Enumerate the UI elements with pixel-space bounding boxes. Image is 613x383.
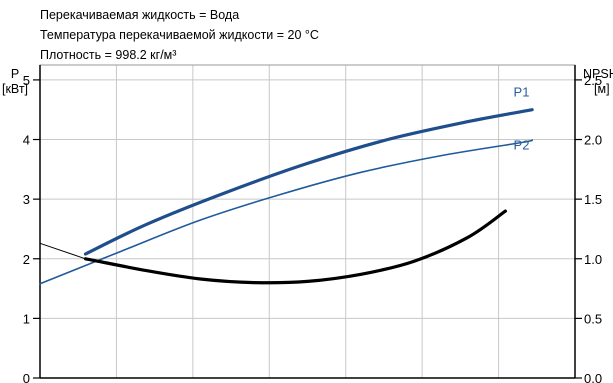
series-line-npsh-thin <box>39 242 86 260</box>
left-axis-title: P <box>11 67 19 81</box>
left-tick-label: 0 <box>23 371 30 383</box>
series-label-p2: P2 <box>514 138 530 153</box>
info-line-liquid: Перекачиваемая жидкость = Вода <box>40 8 240 22</box>
left-tick-label: 3 <box>23 192 30 207</box>
left-tick-label: 4 <box>23 133 30 148</box>
grid-lines <box>40 65 575 378</box>
series-line-p1 <box>83 108 534 256</box>
info-line-temperature: Температура перекачиваемой жидкости = 20… <box>40 28 319 42</box>
left-tick-label: 2 <box>23 252 30 267</box>
right-tick-label: 0.0 <box>584 371 602 383</box>
series-label-p1: P1 <box>514 85 530 100</box>
right-tick-label: 1.5 <box>584 192 602 207</box>
series-line-npsh <box>83 209 507 285</box>
axes: 0 1 2 3 4 5 0.0 0.5 1.0 1.5 2.0 2.5 P[кВт] NPSH[м] <box>2 67 613 383</box>
plot-border <box>39 64 576 379</box>
left-tick-label: 1 <box>23 311 30 326</box>
right-tick-label: 1.0 <box>584 252 602 267</box>
right-tick-label: 2.0 <box>584 133 602 148</box>
plot-frame <box>39 64 576 379</box>
left-tick-label: 5 <box>23 73 30 88</box>
right-tick-label: 0.5 <box>584 311 602 326</box>
series-labels: P1 P2 <box>514 85 530 153</box>
right-axis-unit: [м] <box>594 82 610 96</box>
info-line-density: Плотность = 998.2 кг/м³ <box>40 48 177 62</box>
series-line-p2 <box>39 139 533 285</box>
left-axis-unit: [кВт] <box>2 82 28 96</box>
right-axis-title: NPSH <box>583 67 613 81</box>
series-lines <box>39 108 534 285</box>
right-tick-label: 2.5 <box>584 73 602 88</box>
